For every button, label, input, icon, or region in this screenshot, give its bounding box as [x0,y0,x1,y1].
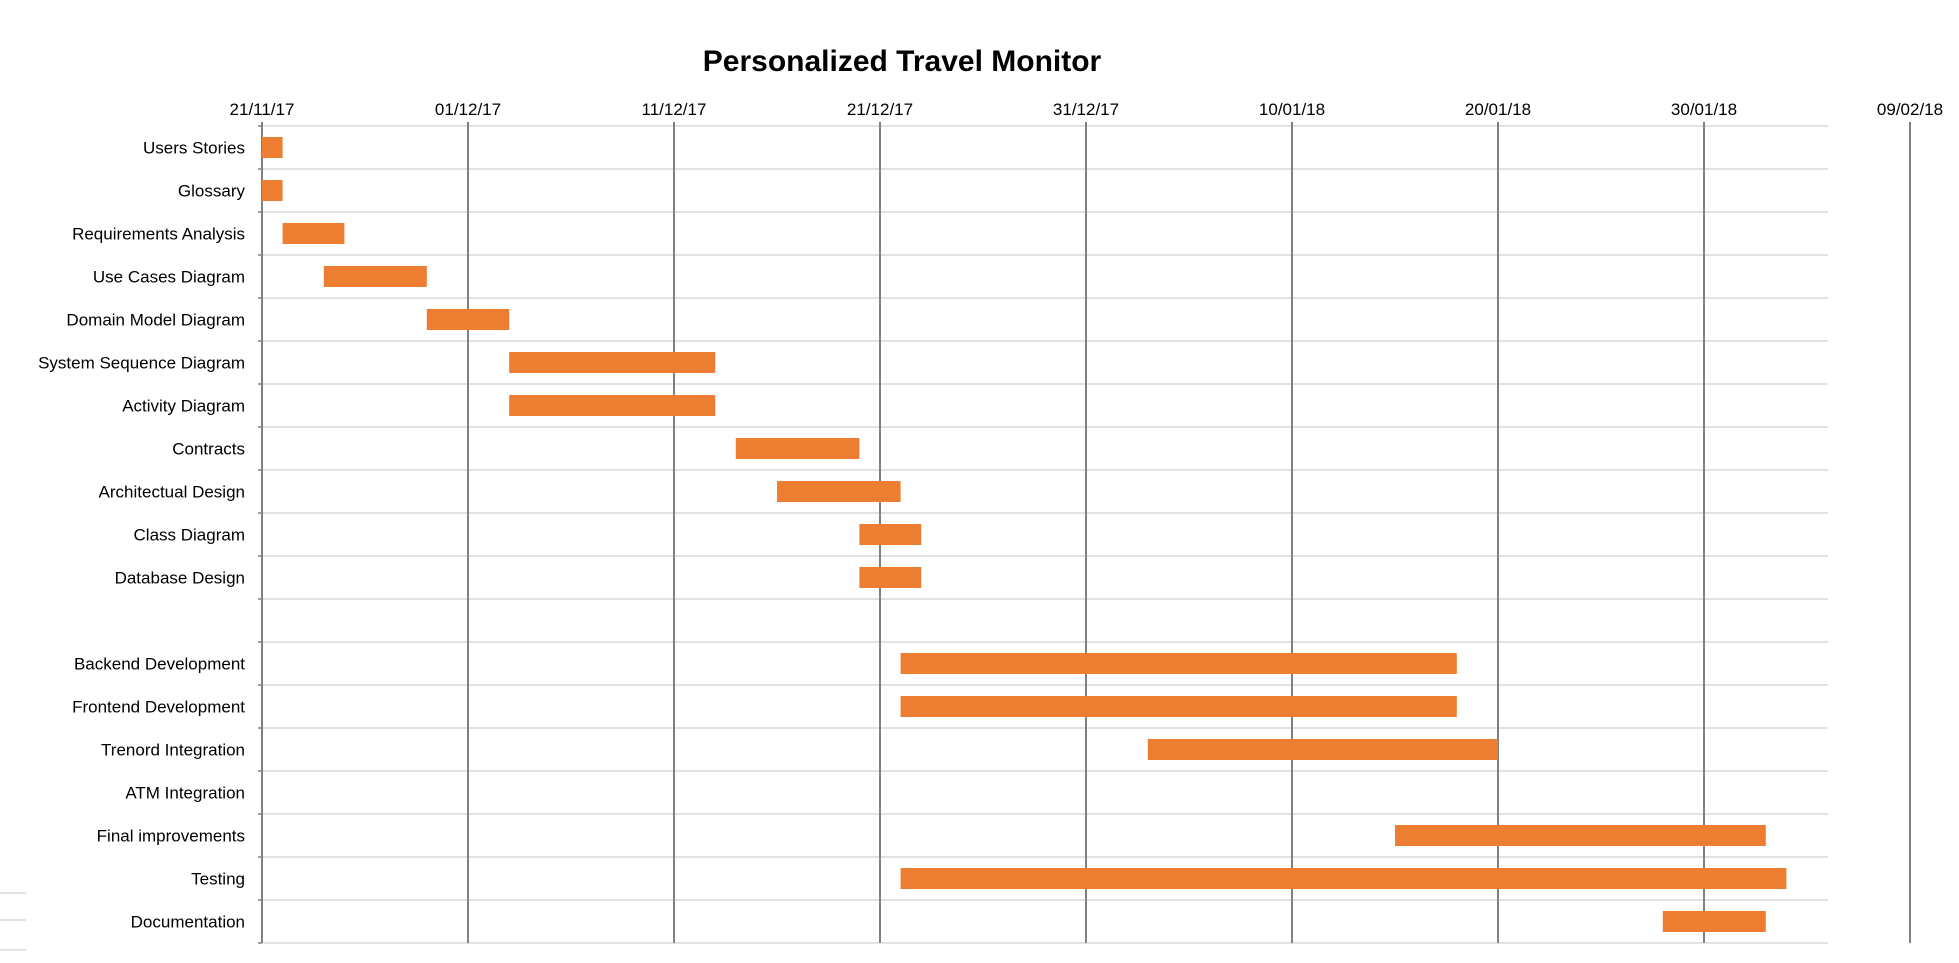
task-bar [509,395,716,416]
task-bar [426,309,510,330]
task-bar [262,180,283,201]
date-tick-label: 11/12/17 [642,100,707,119]
task-label: Frontend Development [72,698,245,717]
task-label: Requirements Analysis [72,225,245,244]
task-label: Users Stories [143,139,245,158]
task-bar [735,438,860,459]
task-bar [1662,911,1766,932]
task-label: Domain Model Diagram [66,311,245,330]
chart-title: Personalized Travel Monitor [703,45,1102,78]
task-bar [323,266,427,287]
date-tick-label: 31/12/17 [1053,100,1119,119]
task-label: Use Cases Diagram [93,268,245,287]
task-bar [859,567,922,588]
date-tick-label: 10/01/18 [1259,100,1325,119]
task-label: Backend Development [74,655,245,674]
task-label: ATM Integration [125,784,245,803]
grid-layer [0,122,1911,951]
label-layer: Users Stories Glossary Requirements Analys… [38,139,245,932]
task-label: Class Diagram [134,526,245,545]
date-tick-label: 30/01/18 [1671,100,1737,119]
date-tick-label: 01/12/17 [435,100,501,119]
task-label: Final improvements [97,827,245,846]
task-label: Activity Diagram [122,397,245,416]
task-label: Glossary [178,182,246,201]
task-bar [1147,739,1498,760]
tick-layer: 21/11/17 01/12/17 11/12/17 21/12/17 31/12/17… [230,100,1944,119]
task-label: Testing [191,870,245,889]
bar-layer [262,137,1787,932]
date-tick-label: 21/11/17 [230,100,295,119]
task-bar [900,868,1787,889]
task-label: Trenord Integration [101,741,245,760]
task-bar [509,352,716,373]
task-bar [262,137,283,158]
task-label: System Sequence Diagram [38,354,245,373]
task-label: Database Design [115,569,245,588]
task-bar [900,696,1457,717]
task-label: Architectual Design [99,483,245,502]
task-bar [900,653,1457,674]
date-tick-label: 09/02/18 [1877,100,1943,119]
task-bar [1395,825,1766,846]
task-bar [282,223,345,244]
date-tick-label: 21/12/17 [847,100,913,119]
task-bar [859,524,922,545]
task-label: Contracts [172,440,245,459]
task-bar [777,481,901,502]
date-tick-label: 20/01/18 [1465,100,1531,119]
task-label: Documentation [131,913,245,932]
